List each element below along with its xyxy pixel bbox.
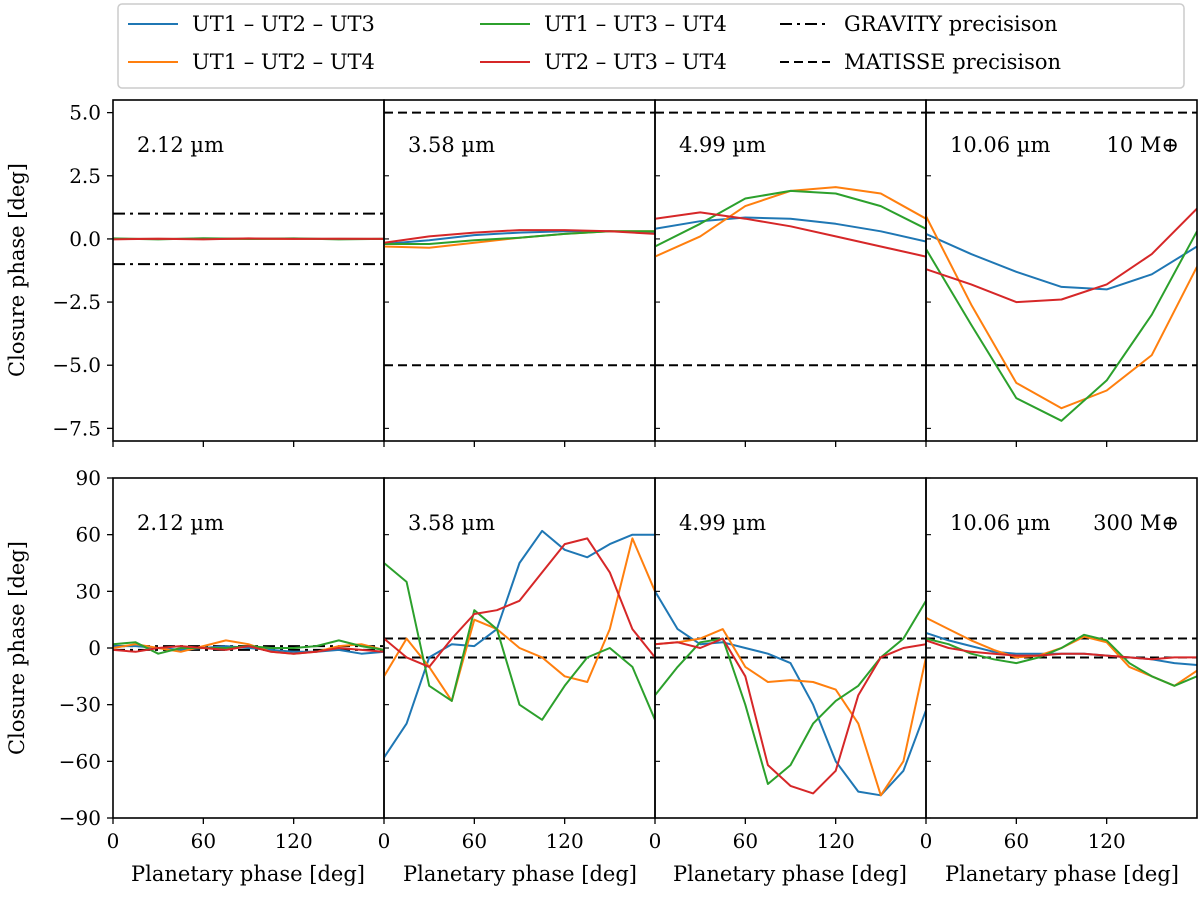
legend-label: UT1 – UT2 – UT4 <box>192 50 375 74</box>
y-tick-label: −90 <box>59 806 101 830</box>
panel-row1-col4: 10.06 µm 10 M⊕ <box>925 99 1198 447</box>
panel-row1-col2: 3.58 µm <box>383 99 656 447</box>
xlabel-panel-3: Planetary phase [deg] <box>673 862 907 886</box>
x-tick-label: 0 <box>649 829 662 853</box>
xlabel-panel-4: Planetary phase [deg] <box>945 862 1179 886</box>
mass-label: 300 M⊕ <box>1093 511 1179 535</box>
legend-item: UT1 – UT3 – UT4 <box>480 12 727 36</box>
y-tick-label: 90 <box>76 466 101 490</box>
wavelength-label: 10.06 µm <box>950 511 1050 535</box>
legend-item: UT1 – UT2 – UT4 <box>128 50 375 74</box>
y-tick-label: −30 <box>59 693 101 717</box>
series-line <box>655 189 926 248</box>
series-line <box>113 237 384 241</box>
ylabel-bottom-row: Closure phase [deg] <box>5 541 29 755</box>
series-line <box>926 215 1197 410</box>
series-line <box>384 562 655 721</box>
y-tick-label: 0 <box>88 636 101 660</box>
y-tick-label: −2.5 <box>52 290 101 314</box>
x-tick-label: 60 <box>733 829 758 853</box>
series-line <box>384 537 655 668</box>
panel-row1-col3: 4.99 µm <box>654 99 927 447</box>
series-line <box>655 216 926 243</box>
x-tick-label: 60 <box>462 829 487 853</box>
legend-label: UT2 – UT3 – UT4 <box>544 50 727 74</box>
y-tick-label: −5.0 <box>52 353 101 377</box>
xlabel-panel-2: Planetary phase [deg] <box>403 862 637 886</box>
legend-item: UT2 – UT3 – UT4 <box>480 50 727 74</box>
x-tick-label: 60 <box>191 829 216 853</box>
wavelength-label: 4.99 µm <box>679 511 766 535</box>
series-line <box>926 232 1197 291</box>
legend-label: MATISSE precisison <box>844 50 1061 74</box>
series-line <box>384 229 655 244</box>
x-tick-label: 0 <box>920 829 933 853</box>
y-tick-label: 30 <box>76 579 101 603</box>
series-line <box>926 230 1197 422</box>
legend-label: UT1 – UT3 – UT4 <box>544 12 727 36</box>
y-tick-label: 0.0 <box>69 227 101 251</box>
x-tick-label: 0 <box>107 829 120 853</box>
wavelength-label: 10.06 µm <box>950 133 1050 157</box>
series-line <box>926 639 1197 661</box>
y-tick-label: −60 <box>59 749 101 773</box>
y-tick-label: 2.5 <box>69 164 101 188</box>
panel-row2-col1: 0 60 120 90 60 30 0 −30 −60 −90 2.12 µm <box>59 466 385 853</box>
panel-row2-col4: 0 60 120 10.06 µm 300 M⊕ <box>920 477 1198 853</box>
legend: UT1 – UT2 – UT3 UT1 – UT2 – UT4 UT1 – UT3 … <box>117 3 1185 89</box>
legend-item: GRAVITY precisison <box>780 12 1058 36</box>
series-line <box>926 633 1197 687</box>
panel-row1-col1: 5.0 2.5 0.0 −2.5 −5.0 −7.5 2.12 µm <box>52 99 385 447</box>
wavelength-label: 3.58 µm <box>408 511 495 535</box>
wavelength-label: 2.12 µm <box>137 133 224 157</box>
y-tick-label: 5.0 <box>69 101 101 125</box>
legend-label: UT1 – UT2 – UT3 <box>192 12 375 36</box>
series-line <box>384 529 655 759</box>
x-tick-label: 120 <box>1088 829 1126 853</box>
xlabel-panel-1: Planetary phase [deg] <box>131 862 365 886</box>
wavelength-label: 3.58 µm <box>408 133 495 157</box>
x-tick-label: 120 <box>546 829 584 853</box>
x-tick-label: 120 <box>817 829 855 853</box>
wavelength-label: 4.99 µm <box>679 133 766 157</box>
x-tick-label: 120 <box>275 829 313 853</box>
panels: 5.0 2.5 0.0 −2.5 −5.0 −7.5 2.12 µm 3.58 µm 4.99 … <box>52 99 1198 853</box>
series-line <box>655 628 926 797</box>
mass-label: 10 M⊕ <box>1107 133 1180 157</box>
legend-frame <box>117 3 1185 89</box>
wavelength-label: 2.12 µm <box>137 511 224 535</box>
x-tick-label: 60 <box>1004 829 1029 853</box>
legend-item: MATISSE precisison <box>780 50 1061 74</box>
series-line <box>655 211 926 258</box>
legend-label: GRAVITY precisison <box>844 12 1058 36</box>
series-line <box>113 645 384 655</box>
series-line <box>926 207 1197 304</box>
series-line <box>655 637 926 795</box>
y-tick-label: 60 <box>76 523 101 547</box>
x-tick-label: 0 <box>378 829 391 853</box>
legend-item: UT1 – UT2 – UT3 <box>128 12 375 36</box>
panel-frame <box>925 99 1198 442</box>
y-tick-label: −7.5 <box>52 416 101 440</box>
ylabel-top-row: Closure phase [deg] <box>5 163 29 377</box>
